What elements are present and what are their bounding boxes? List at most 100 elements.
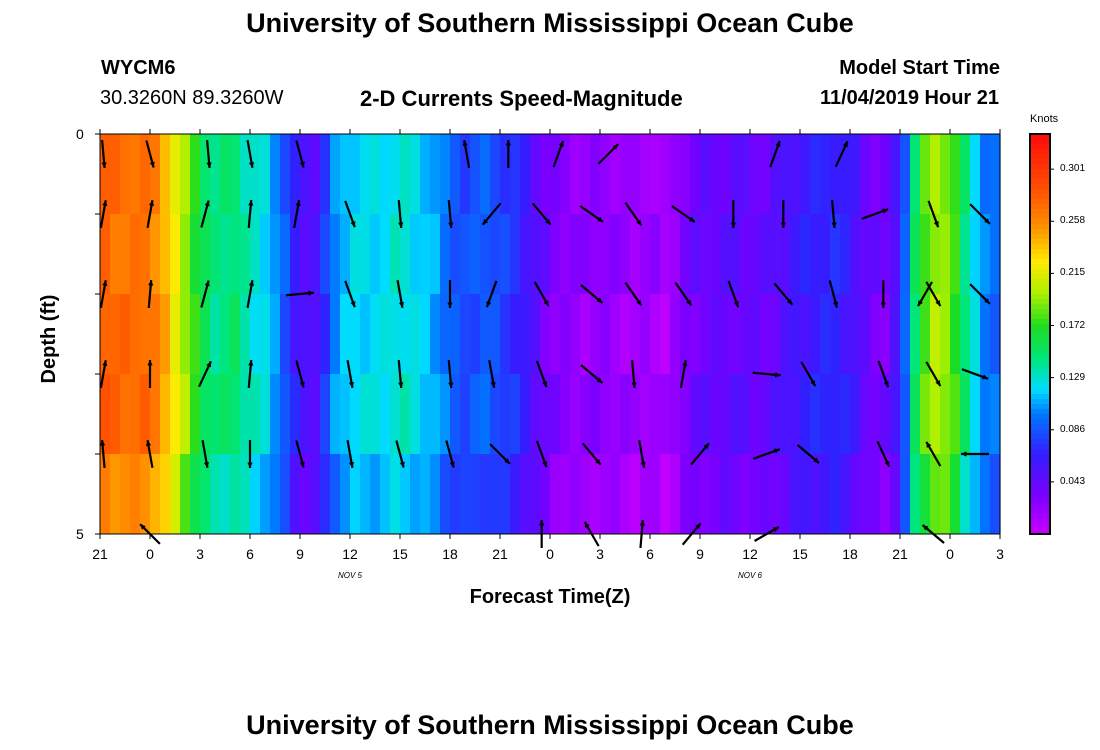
heatmap-cell bbox=[790, 374, 801, 454]
current-arrow bbox=[631, 359, 637, 389]
heatmap-cell bbox=[230, 454, 241, 534]
colorbar-tick-label: 0.258 bbox=[1060, 215, 1086, 227]
heatmap-cell bbox=[790, 294, 801, 374]
heatmap-cell bbox=[570, 374, 581, 454]
heatmap-cell bbox=[420, 214, 431, 294]
colorbar-segment bbox=[1030, 404, 1050, 410]
current-arrow bbox=[344, 280, 356, 308]
heatmap-cell bbox=[800, 134, 811, 214]
heatmap-cell bbox=[450, 454, 461, 534]
heatmap-cell bbox=[570, 454, 581, 534]
heatmap-cell bbox=[820, 214, 831, 294]
heatmap-cell bbox=[140, 294, 151, 374]
heatmap-cell bbox=[200, 454, 211, 534]
heatmap-cell bbox=[990, 374, 1001, 454]
heatmap-cell bbox=[600, 454, 611, 534]
colorbar-segment bbox=[1030, 474, 1050, 480]
current-arrow bbox=[145, 140, 155, 168]
heatmap-cell bbox=[680, 454, 691, 534]
colorbar-segment bbox=[1030, 259, 1050, 265]
heatmap-cell bbox=[740, 294, 751, 374]
heatmap-cell bbox=[710, 134, 721, 214]
heatmap-cell bbox=[630, 454, 641, 534]
heatmap-cell bbox=[760, 374, 771, 454]
heatmap-cell bbox=[690, 294, 701, 374]
x-tick-label: 6 bbox=[646, 546, 654, 562]
heatmap-cell bbox=[710, 374, 721, 454]
current-arrow bbox=[535, 360, 548, 388]
heatmap-cell bbox=[790, 134, 801, 214]
current-arrow bbox=[780, 200, 786, 228]
heatmap-cell bbox=[790, 214, 801, 294]
colorbar-tick-label: 0.301 bbox=[1060, 163, 1086, 175]
heatmap-cell bbox=[520, 294, 531, 374]
colorbar-segment bbox=[1030, 184, 1050, 190]
model-start-label: Model Start Time bbox=[839, 57, 1000, 79]
colorbar-segment bbox=[1030, 364, 1050, 370]
heatmap-cell bbox=[490, 214, 501, 294]
current-arrow bbox=[146, 200, 155, 228]
heatmap-cell bbox=[840, 214, 851, 294]
heatmap-cell bbox=[880, 294, 891, 374]
current-arrow bbox=[580, 364, 604, 384]
heatmap-cell bbox=[200, 374, 211, 454]
day-label: NOV 6 bbox=[737, 571, 762, 580]
station-coords: 30.3260N 89.3260W bbox=[100, 87, 284, 109]
colorbar-tick-label: 0.129 bbox=[1060, 371, 1086, 383]
current-arrow bbox=[796, 444, 820, 464]
colorbar-segment bbox=[1030, 354, 1050, 360]
heatmap-cell bbox=[320, 374, 331, 454]
heatmap-cell bbox=[160, 294, 171, 374]
heatmap-cell bbox=[110, 214, 121, 294]
current-arrow bbox=[727, 280, 740, 308]
heatmap-cell bbox=[340, 214, 351, 294]
colorbar-segment bbox=[1030, 334, 1050, 340]
heatmap-cell bbox=[780, 374, 791, 454]
current-arrow bbox=[295, 360, 305, 388]
day-label: NOV 5 bbox=[337, 571, 362, 580]
colorbar-segment bbox=[1030, 359, 1050, 365]
heatmap-cell bbox=[990, 214, 1001, 294]
current-arrow bbox=[730, 200, 736, 228]
heatmap-cell bbox=[350, 214, 361, 294]
colorbar-segment bbox=[1030, 374, 1050, 380]
colorbar-frame bbox=[1029, 133, 1051, 535]
colorbar-tick-label: 0.043 bbox=[1060, 475, 1086, 487]
heatmap-cell bbox=[280, 454, 291, 534]
heatmap-cell bbox=[910, 374, 921, 454]
current-arrow bbox=[877, 360, 890, 388]
heatmap-cell bbox=[320, 294, 331, 374]
heatmap-cell bbox=[250, 374, 261, 454]
colorbar-segment bbox=[1030, 149, 1050, 155]
current-arrow bbox=[927, 200, 940, 228]
heatmap-cell bbox=[310, 214, 321, 294]
heatmap-cell bbox=[480, 454, 491, 534]
heatmap-cell bbox=[650, 134, 661, 214]
current-arrow bbox=[206, 139, 212, 169]
heatmap-cell bbox=[280, 294, 291, 374]
current-arrow bbox=[481, 202, 502, 226]
heatmap-cell bbox=[170, 134, 181, 214]
heatmap-cell bbox=[790, 454, 801, 534]
heatmap-cell bbox=[330, 454, 341, 534]
heatmap-cell bbox=[950, 294, 961, 374]
heatmap-cell bbox=[590, 134, 601, 214]
colorbar-segment bbox=[1030, 319, 1050, 325]
x-tick-label: 3 bbox=[196, 546, 204, 562]
current-arrow bbox=[533, 281, 550, 307]
colorbar-segment bbox=[1030, 454, 1050, 460]
heatmap-cell bbox=[470, 454, 481, 534]
heatmap-cell bbox=[750, 374, 761, 454]
heatmap-cell bbox=[260, 214, 271, 294]
current-arrow bbox=[346, 440, 355, 468]
heatmap-cell bbox=[510, 294, 521, 374]
current-arrow bbox=[395, 440, 405, 468]
current-arrow bbox=[489, 443, 511, 465]
heatmap-cell bbox=[300, 374, 311, 454]
heatmap-cell bbox=[630, 374, 641, 454]
current-arrow bbox=[674, 281, 693, 307]
heatmap-cell bbox=[730, 294, 741, 374]
current-arrow bbox=[201, 440, 210, 468]
current-arrow bbox=[101, 139, 107, 169]
heatmap-cell bbox=[140, 134, 151, 214]
